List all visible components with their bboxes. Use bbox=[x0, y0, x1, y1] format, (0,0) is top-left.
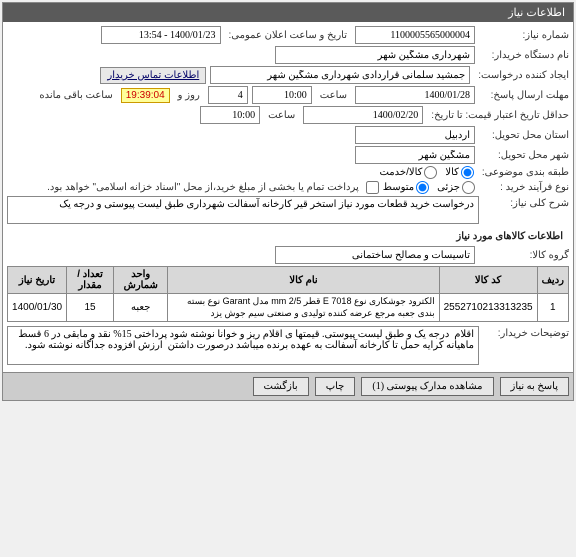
col-qty: تعداد / مقدار bbox=[67, 267, 114, 294]
city-input bbox=[355, 146, 475, 164]
category-radio-group: کالا کالا/خدمت bbox=[379, 166, 473, 179]
deadline-time-input bbox=[252, 86, 312, 104]
payment-check-wrap[interactable]: پرداخت تمام یا بخشی از مبلغ خرید،از محل … bbox=[47, 181, 379, 194]
subject-textarea bbox=[7, 196, 479, 224]
col-date: تاریخ نیاز bbox=[8, 267, 67, 294]
table-row: 1 2552710213313235 الکترود جوشکاری نوع E… bbox=[8, 294, 569, 322]
payment-checkbox[interactable] bbox=[366, 181, 379, 194]
deadline-date-input bbox=[355, 86, 475, 104]
time-label-1: ساعت bbox=[316, 90, 351, 101]
need-info-panel: اطلاعات نیاز شماره نیاز: تاریخ و ساعت اع… bbox=[2, 2, 574, 401]
city-label: شهر محل تحویل: bbox=[479, 150, 569, 161]
attachments-button[interactable]: مشاهده مدارک پیوستی (1) bbox=[361, 377, 493, 396]
cell-name: الکترود جوشکاری نوع E 7018 قطر mm 2/5 مد… bbox=[168, 294, 439, 322]
process-radio-group: جزئی متوسط bbox=[383, 181, 475, 194]
payment-note: پرداخت تمام یا بخشی از مبلغ خرید،از محل … bbox=[47, 182, 363, 193]
col-code: کد کالا bbox=[439, 267, 537, 294]
cell-code: 2552710213313235 bbox=[439, 294, 537, 322]
creator-input bbox=[210, 66, 470, 84]
col-row: ردیف bbox=[537, 267, 568, 294]
cat-service-option[interactable]: کالا/خدمت bbox=[379, 166, 437, 179]
cell-unit: جعبه bbox=[114, 294, 168, 322]
creator-label: ایجاد کننده درخواست: bbox=[474, 70, 569, 81]
col-unit: واحد شمارش bbox=[114, 267, 168, 294]
day-count-input bbox=[208, 86, 248, 104]
validity-date-input bbox=[303, 106, 423, 124]
validity-time-input bbox=[200, 106, 260, 124]
province-label: استان محل تحویل: bbox=[479, 130, 569, 141]
reply-button[interactable]: پاسخ به نیاز bbox=[500, 377, 570, 396]
cat-goods-option[interactable]: کالا bbox=[445, 166, 474, 179]
proc-low-option[interactable]: جزئی bbox=[437, 181, 475, 194]
cell-date: 1400/01/30 bbox=[8, 294, 67, 322]
buyer-label: نام دستگاه خریدار: bbox=[479, 50, 569, 61]
cell-qty: 15 bbox=[67, 294, 114, 322]
remaining-label: ساعت باقی مانده bbox=[35, 90, 116, 101]
print-button[interactable]: چاپ bbox=[315, 377, 356, 396]
cell-idx: 1 bbox=[537, 294, 568, 322]
validity-label: حداقل تاریخ اعتبار قیمت: تا تاریخ: bbox=[427, 110, 569, 121]
panel-title: اطلاعات نیاز bbox=[3, 3, 573, 22]
col-name: نام کالا bbox=[168, 267, 439, 294]
subject-label: شرح کلی نیاز: bbox=[479, 196, 569, 209]
buyer-notes-textarea bbox=[7, 326, 479, 365]
province-input bbox=[355, 126, 475, 144]
announce-input bbox=[101, 26, 221, 44]
proc-mid-option[interactable]: متوسط bbox=[383, 181, 429, 194]
proc-low-radio[interactable] bbox=[462, 181, 475, 194]
cat-service-radio[interactable] bbox=[424, 166, 437, 179]
goods-section-header: اطلاعات کالاهای مورد نیاز bbox=[7, 227, 569, 246]
goods-table: ردیف کد کالا نام کالا واحد شمارش تعداد /… bbox=[7, 266, 569, 322]
button-bar: پاسخ به نیاز مشاهده مدارک پیوستی (1) چاپ… bbox=[3, 372, 573, 400]
countdown-timer: 19:39:04 bbox=[121, 88, 170, 103]
group-input bbox=[275, 246, 475, 264]
announce-label: تاریخ و ساعت اعلان عمومی: bbox=[225, 30, 352, 41]
need-no-input bbox=[355, 26, 475, 44]
buyer-notes-label: توضیحات خریدار: bbox=[479, 326, 569, 339]
day-label: روز و bbox=[174, 90, 204, 101]
buyer-input bbox=[275, 46, 475, 64]
group-label: گروه کالا: bbox=[479, 250, 569, 261]
deadline-label: مهلت ارسال پاسخ: bbox=[479, 90, 569, 101]
process-label: نوع فرآیند خرید : bbox=[479, 182, 569, 193]
proc-mid-radio[interactable] bbox=[416, 181, 429, 194]
category-label: طبقه بندی موضوعی: bbox=[478, 167, 569, 178]
cat-goods-radio[interactable] bbox=[461, 166, 474, 179]
form-area: شماره نیاز: تاریخ و ساعت اعلان عمومی: نا… bbox=[3, 22, 573, 372]
need-no-label: شماره نیاز: bbox=[479, 30, 569, 41]
time-label-2: ساعت bbox=[264, 110, 299, 121]
back-button[interactable]: بازگشت bbox=[253, 377, 309, 396]
contact-button[interactable]: اطلاعات تماس خریدار bbox=[100, 67, 206, 84]
